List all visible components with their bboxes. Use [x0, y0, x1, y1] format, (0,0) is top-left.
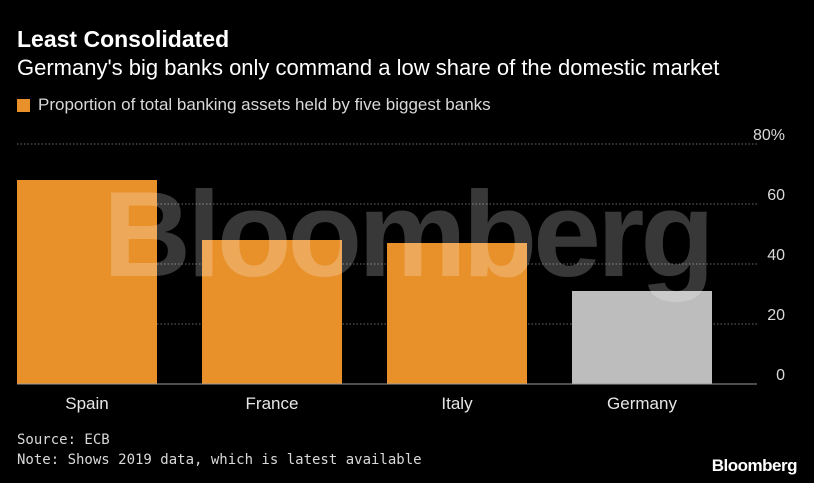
watermark-text: Bloomberg	[103, 166, 711, 302]
y-tick-label: 80%	[753, 127, 785, 144]
bar-italy	[387, 243, 527, 384]
x-tick-label: France	[246, 394, 299, 413]
axes: 0 20 40 60 80% Spain France Italy Germany	[17, 127, 785, 413]
y-tick-label: 40	[767, 247, 785, 264]
y-tick-label: 0	[776, 367, 785, 384]
x-tick-label: Italy	[441, 394, 473, 413]
source-note: Source: ECB	[17, 432, 110, 448]
x-tick-label: Spain	[65, 394, 108, 413]
bars	[17, 180, 712, 384]
chart-legend: Proportion of total banking assets held …	[17, 94, 491, 116]
y-tick-label: 60	[767, 187, 785, 204]
bar-france	[202, 240, 342, 384]
chart-subtitle: Germany's big banks only command a low s…	[17, 55, 720, 80]
legend-label: Proportion of total banking assets held …	[38, 95, 491, 114]
legend-swatch	[17, 98, 30, 112]
y-tick-label: 20	[767, 307, 785, 324]
x-tick-label: Germany	[607, 394, 677, 413]
data-note: Note: Shows 2019 data, which is latest a…	[17, 452, 422, 468]
bar-germany	[572, 291, 712, 384]
bar-spain	[17, 180, 157, 384]
chart-title: Least Consolidated	[17, 26, 230, 52]
brand-logo: Bloomberg	[711, 456, 798, 475]
